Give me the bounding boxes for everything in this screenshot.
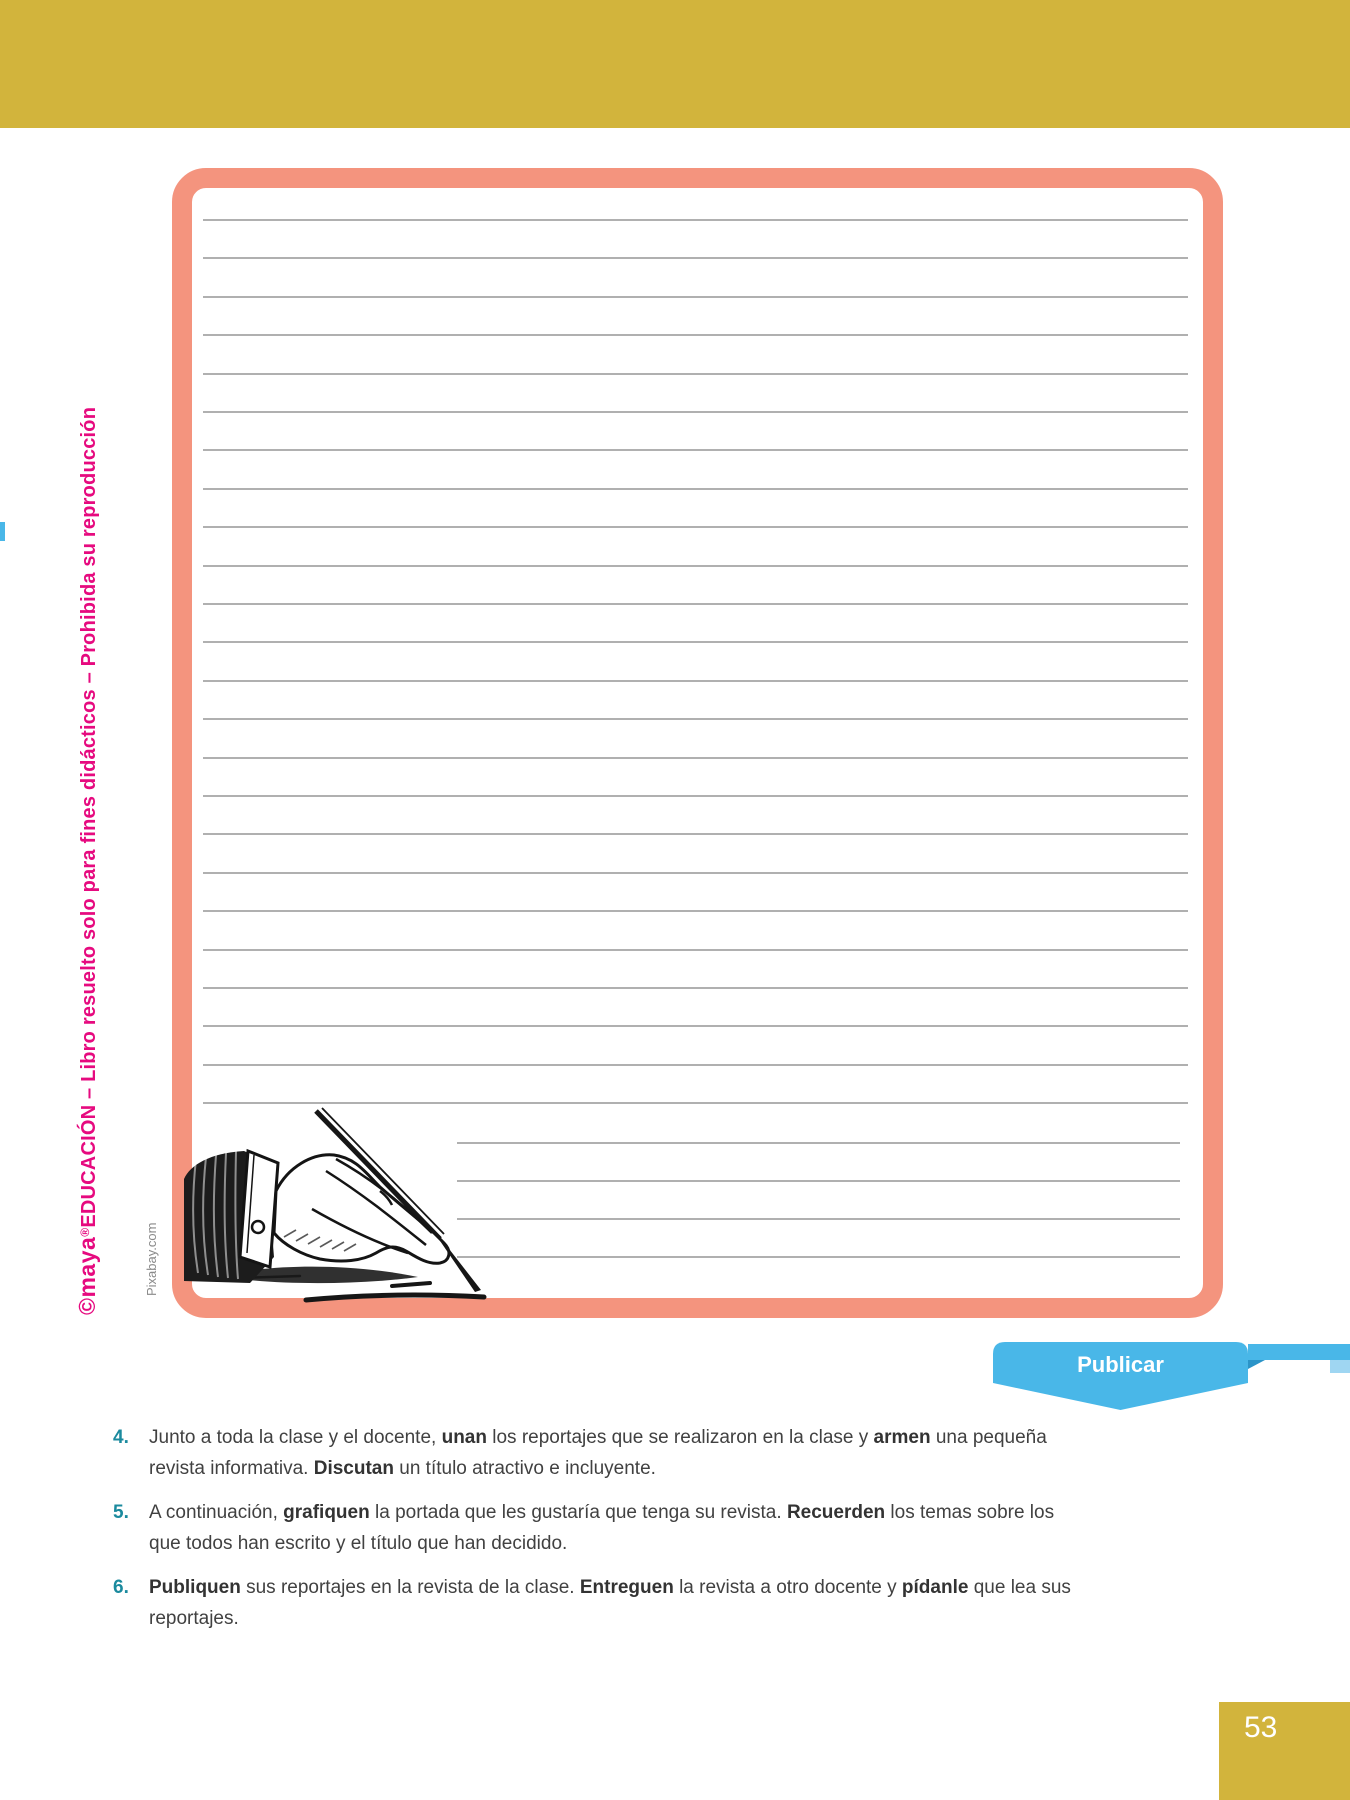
text-segment: sus reportajes en la revista de la clase… xyxy=(240,1577,580,1598)
ribbon-label: Publicar xyxy=(1077,1352,1164,1377)
instruction-item-5: 5. A continuación, grafiquen la portada … xyxy=(113,1497,1073,1559)
rule-line xyxy=(203,1102,1188,1105)
rule-line xyxy=(457,1142,1180,1144)
rule-line xyxy=(203,257,1188,260)
text-segment: A continuación, xyxy=(149,1502,284,1523)
rule-line xyxy=(203,756,1188,759)
text-segment: los temas sobre los que todos han escrit… xyxy=(149,1502,1055,1554)
image-credit: Pixabay.com xyxy=(144,1222,159,1296)
rule-line xyxy=(203,1025,1188,1028)
text-segment-bold: Entreguen xyxy=(579,1577,674,1598)
copyright-notice: – Libro resuelto solo para fines didácti… xyxy=(78,406,100,1105)
educacion-brand: EDUCACIÓN xyxy=(78,1104,100,1228)
copyright-sidebar-text: ©maya®EDUCACIÓN – Libro resuelto solo pa… xyxy=(74,407,108,1315)
instruction-number: 4. xyxy=(113,1427,129,1448)
instruction-item-4: 4. Junto a toda la clase y el docente, u… xyxy=(113,1422,1073,1484)
rule-line xyxy=(203,411,1188,413)
rule-line xyxy=(457,1256,1180,1258)
rule-line xyxy=(203,795,1188,797)
text-segment: que lea sus reportajes. xyxy=(149,1577,1071,1629)
left-edge-blue-mark xyxy=(0,522,5,541)
page-number-box: 53 xyxy=(1219,1702,1350,1800)
text-segment-bold: grafiquen xyxy=(283,1502,370,1523)
instructions-list: 4. Junto a toda la clase y el docente, u… xyxy=(113,1422,1073,1647)
registered-mark: ® xyxy=(78,1227,92,1237)
rule-line xyxy=(203,987,1188,989)
ribbon-edge-piece xyxy=(1330,1360,1350,1373)
rule-line xyxy=(203,449,1188,452)
rule-line xyxy=(203,1063,1188,1066)
instruction-item-6: 6. Publiquen sus reportajes en la revist… xyxy=(113,1572,1073,1634)
header-band xyxy=(0,0,1350,128)
page-number: 53 xyxy=(1244,1711,1278,1744)
rule-line xyxy=(203,564,1188,567)
rule-line xyxy=(203,372,1188,375)
text-segment-bold: pídanle xyxy=(901,1577,969,1598)
rule-line xyxy=(203,833,1188,836)
rule-line xyxy=(457,1218,1180,1220)
text-segment-bold: Discutan xyxy=(313,1458,394,1479)
ribbon-badge xyxy=(993,1342,1248,1410)
text-segment-bold: Publiquen xyxy=(149,1577,241,1598)
sleeve-hatching xyxy=(192,1150,239,1280)
instruction-number: 5. xyxy=(113,1502,129,1523)
text-segment-bold: armen xyxy=(873,1427,931,1448)
rule-line xyxy=(203,910,1188,913)
hand-hatching xyxy=(283,1229,357,1252)
ruled-lines xyxy=(192,188,1203,1298)
text-segment-bold: unan xyxy=(441,1427,487,1448)
rule-line xyxy=(203,295,1188,298)
rule-line xyxy=(203,219,1188,221)
rule-line xyxy=(203,603,1188,605)
hand-writing-illustration xyxy=(184,1107,487,1303)
text-segment: los reportajes que se realizaron en la c… xyxy=(486,1427,874,1448)
ribbon-tail xyxy=(1248,1344,1350,1360)
rule-line xyxy=(203,526,1188,529)
rule-line xyxy=(203,334,1188,337)
instruction-number: 6. xyxy=(113,1577,129,1598)
text-segment-bold: Recuerden xyxy=(786,1502,886,1523)
publicar-ribbon xyxy=(993,1342,1350,1410)
instruction-text: A continuación, grafiquen la portada que… xyxy=(149,1497,1071,1559)
rule-line xyxy=(203,718,1188,721)
text-segment: Junto a toda la clase y el docente, xyxy=(149,1427,442,1448)
text-segment: la revista a otro docente y xyxy=(673,1577,902,1598)
instruction-text: Junto a toda la clase y el docente, unan… xyxy=(149,1422,1071,1484)
writing-box xyxy=(172,168,1223,1318)
maya-logo: ©maya xyxy=(74,1236,100,1315)
ribbon-fold xyxy=(1248,1360,1265,1369)
instruction-text: Publiquen sus reportajes en la revista d… xyxy=(149,1572,1071,1634)
rule-line xyxy=(203,679,1188,682)
rule-line xyxy=(457,1180,1180,1182)
text-segment: la portada que les gustaría que tenga su… xyxy=(369,1502,787,1523)
text-segment: una pequeña revista informativa. xyxy=(149,1427,1047,1479)
text-segment: un título atractivo e incluyente. xyxy=(393,1458,656,1479)
finger-lines xyxy=(311,1157,433,1255)
rule-line xyxy=(203,871,1188,874)
rule-line xyxy=(203,641,1188,644)
rule-line xyxy=(203,487,1188,490)
rule-line xyxy=(203,948,1188,951)
